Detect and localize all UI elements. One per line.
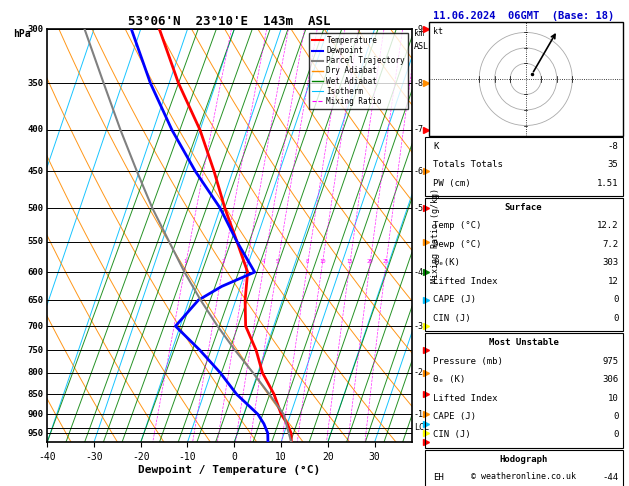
Text: 500: 500 [28,204,43,213]
Text: 15: 15 [347,259,353,264]
Text: Most Unstable: Most Unstable [489,338,559,347]
Bar [425,333,623,448]
Text: CIN (J): CIN (J) [433,431,470,439]
Text: Temp (°C): Temp (°C) [433,222,481,230]
Text: K: K [433,142,438,151]
Text: 11.06.2024  06GMT  (Base: 18): 11.06.2024 06GMT (Base: 18) [433,11,615,21]
Text: 25: 25 [382,259,389,264]
Text: 2: 2 [221,259,225,264]
Text: 1: 1 [184,259,187,264]
Legend: Temperature, Dewpoint, Parcel Trajectory, Dry Adiabat, Wet Adiabat, Isotherm, Mi: Temperature, Dewpoint, Parcel Trajectory… [309,33,408,109]
Text: 975: 975 [603,357,618,365]
Text: 350: 350 [28,79,43,87]
Text: kt: kt [433,27,443,36]
Text: 850: 850 [28,390,43,399]
Text: 303: 303 [603,259,618,267]
Text: -44: -44 [603,473,618,482]
Text: θₑ (K): θₑ (K) [433,375,465,384]
Text: 12: 12 [608,277,618,286]
Text: 550: 550 [28,237,43,246]
Text: EH: EH [433,473,444,482]
Text: 900: 900 [28,410,43,419]
Text: Surface: Surface [505,203,542,212]
Text: Totals Totals: Totals Totals [433,160,503,169]
Text: CAPE (J): CAPE (J) [433,295,476,304]
Text: Pressure (mb): Pressure (mb) [433,357,503,365]
Text: 20: 20 [367,259,373,264]
Title: 53°06'N  23°10'E  143m  ASL: 53°06'N 23°10'E 143m ASL [128,15,331,28]
Text: Dewp (°C): Dewp (°C) [433,240,481,249]
Text: 300: 300 [28,25,43,34]
Bar [425,137,623,196]
Text: -2: -2 [414,368,424,378]
Text: CAPE (J): CAPE (J) [433,412,476,421]
Text: -7: -7 [414,125,424,135]
Text: -3: -3 [414,322,424,330]
Text: -5: -5 [414,204,424,213]
Text: 0: 0 [613,412,618,421]
Text: 950: 950 [28,429,43,438]
Text: θₑ(K): θₑ(K) [433,259,460,267]
Text: 8: 8 [306,259,309,264]
Text: 650: 650 [28,295,43,305]
Text: -8: -8 [608,142,618,151]
Bar [425,450,623,486]
Text: 1.51: 1.51 [597,179,618,188]
Text: Lifted Index: Lifted Index [433,394,498,402]
Text: -4: -4 [414,268,424,277]
Text: Mixing Ratio (g/kg): Mixing Ratio (g/kg) [431,188,440,283]
Text: © weatheronline.co.uk: © weatheronline.co.uk [471,472,576,481]
Text: 35: 35 [608,160,618,169]
Text: 600: 600 [28,268,43,277]
Text: -9: -9 [414,25,424,34]
Text: ASL: ASL [414,42,429,51]
Text: Lifted Index: Lifted Index [433,277,498,286]
Text: 450: 450 [28,167,43,176]
Text: 4: 4 [262,259,265,264]
Text: -6: -6 [414,167,424,176]
Text: 0: 0 [613,295,618,304]
Text: 750: 750 [28,346,43,355]
Text: -1: -1 [414,410,424,419]
Text: 306: 306 [603,375,618,384]
Text: CIN (J): CIN (J) [433,314,470,323]
Bar [429,22,623,136]
X-axis label: Dewpoint / Temperature (°C): Dewpoint / Temperature (°C) [138,465,321,475]
Text: -8: -8 [414,79,424,87]
Bar [425,198,623,331]
Text: hPa: hPa [13,29,30,39]
Text: 10: 10 [608,394,618,402]
Text: 400: 400 [28,125,43,135]
Text: 0: 0 [613,314,618,323]
Text: 800: 800 [28,368,43,378]
Text: 0: 0 [613,431,618,439]
Text: 3: 3 [245,259,248,264]
Text: km: km [414,29,424,38]
Text: 7.2: 7.2 [603,240,618,249]
Text: LCL: LCL [414,423,429,432]
Text: 700: 700 [28,322,43,330]
Text: PW (cm): PW (cm) [433,179,470,188]
Text: 10: 10 [319,259,325,264]
Text: 12.2: 12.2 [597,222,618,230]
Text: 5: 5 [276,259,279,264]
Text: Hodograph: Hodograph [499,455,548,464]
